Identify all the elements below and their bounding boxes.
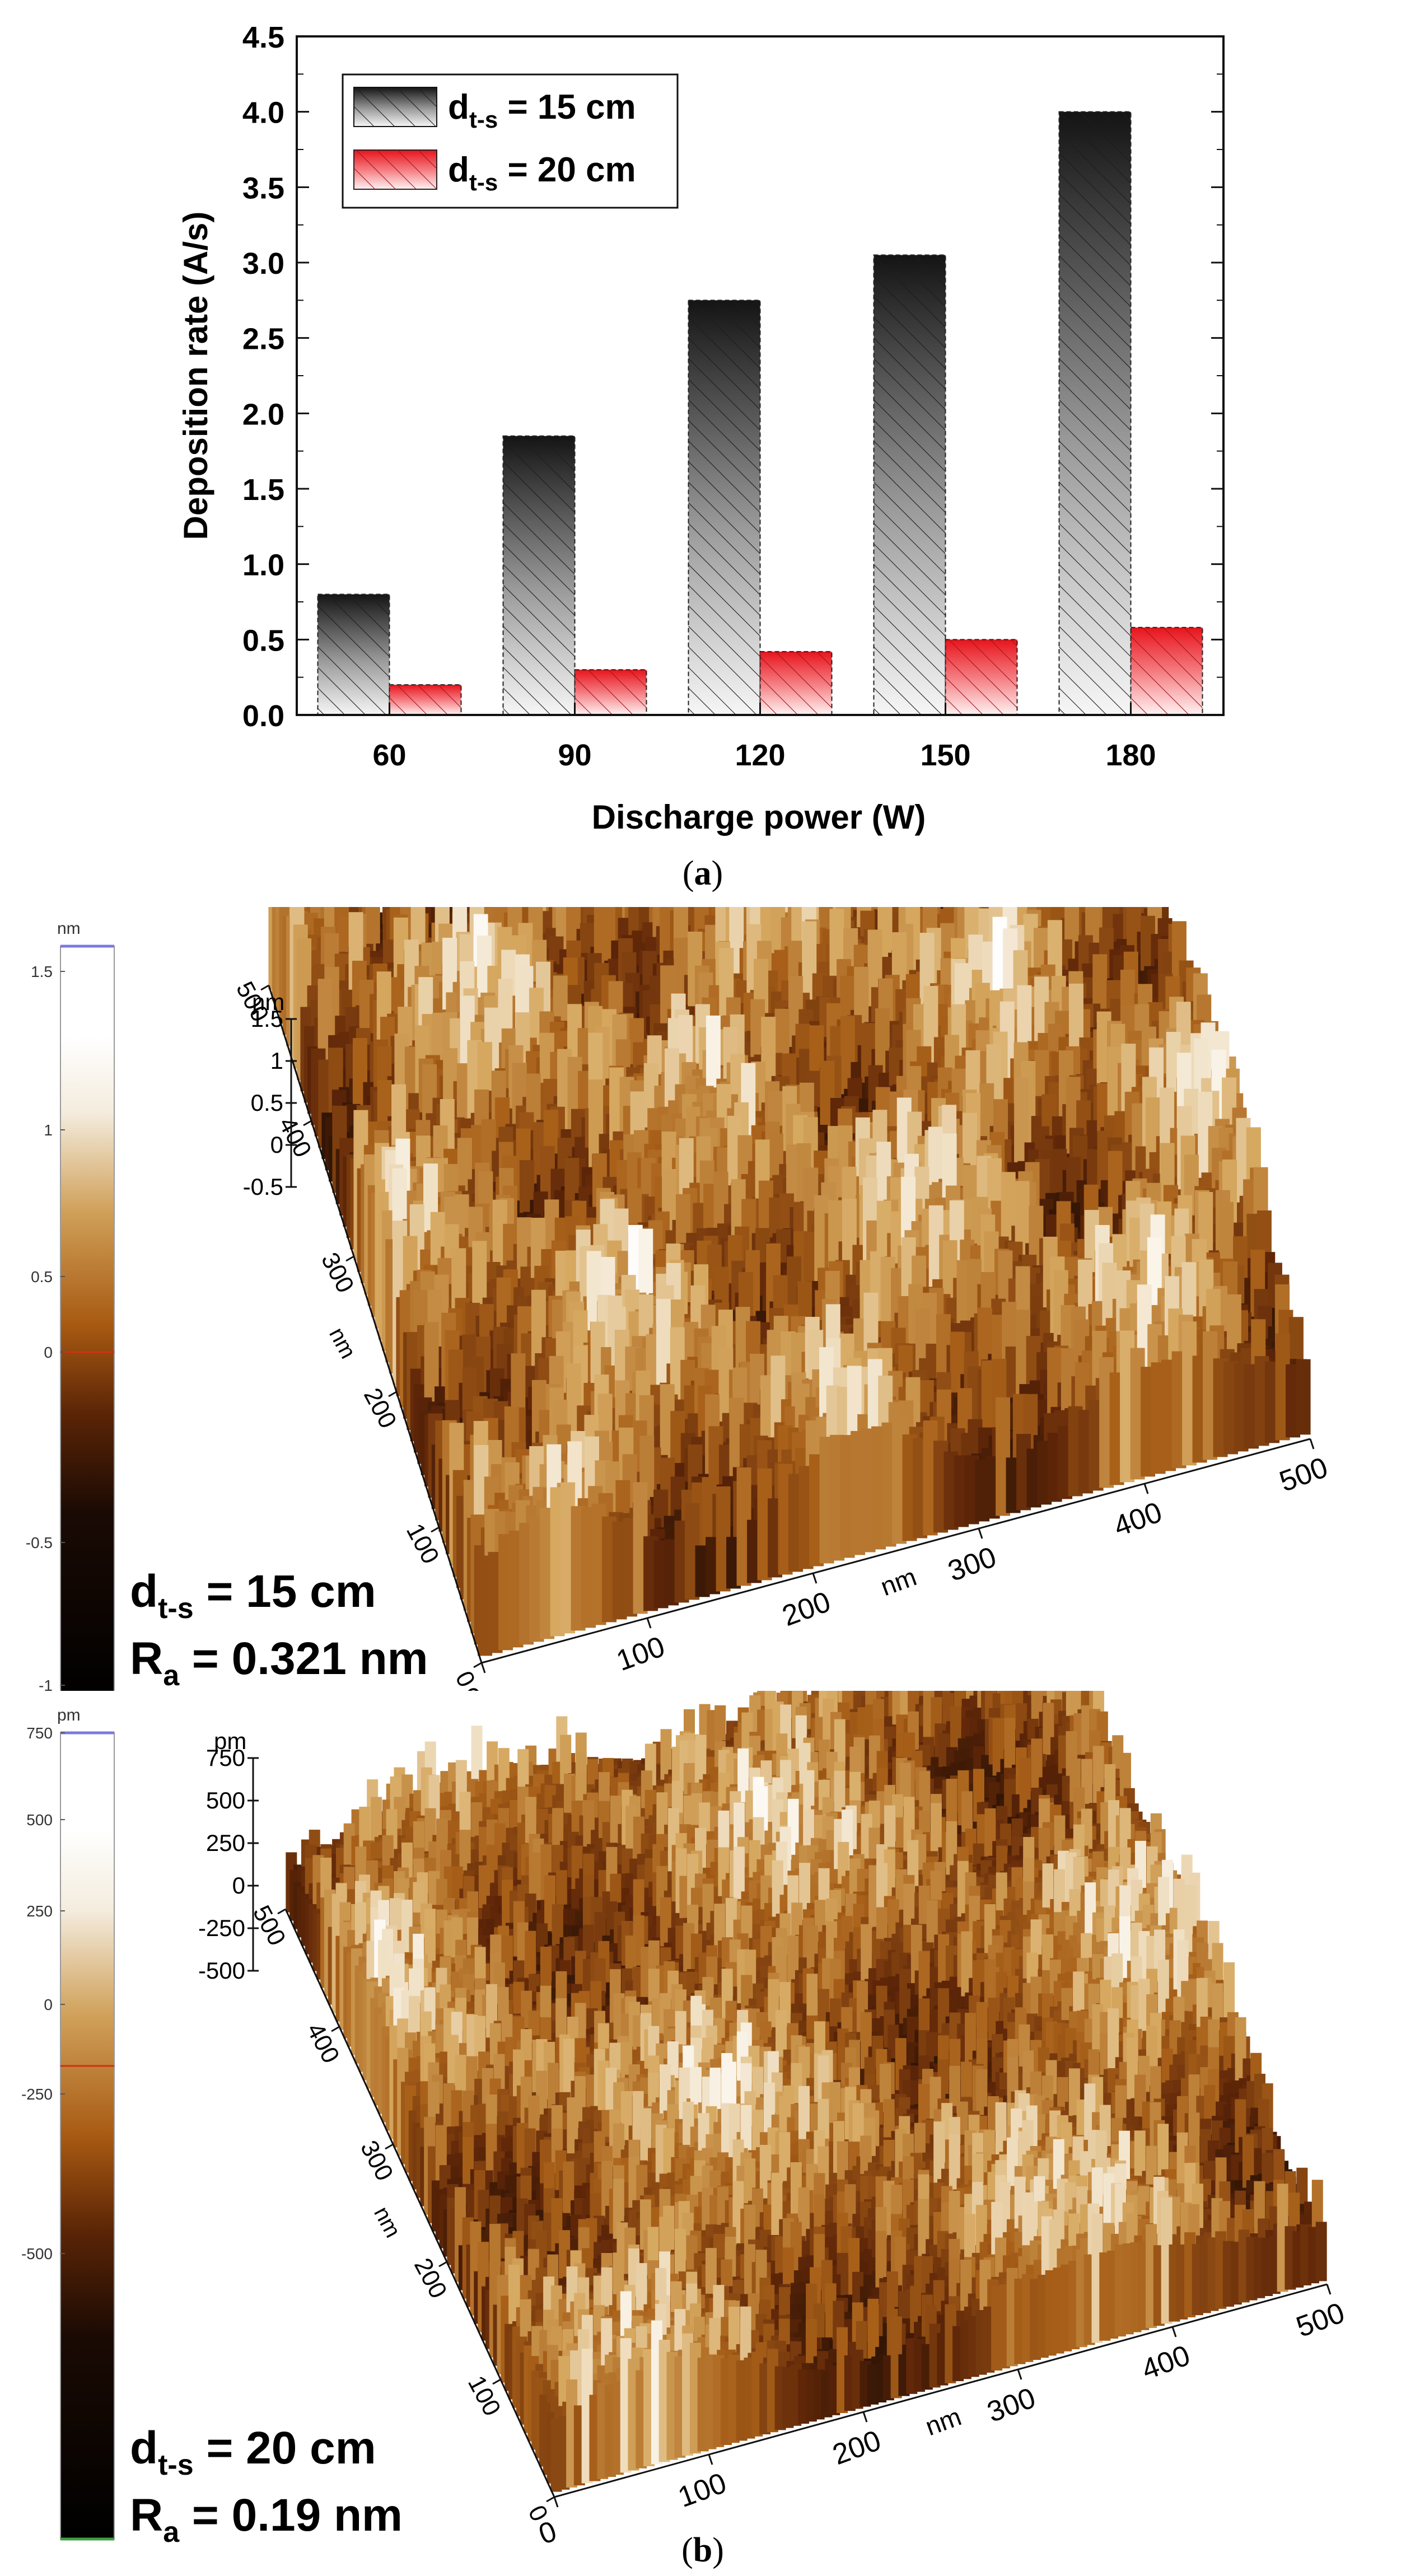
bar-hatch [946,639,1017,715]
scale-tick-label: 1.5 [31,963,53,980]
chart-legend: dt-s = 15 cm dt-s = 20 cm [343,74,678,208]
z-tick-label: -0.5 [243,1174,283,1200]
scale-unit: pm [57,1706,81,1724]
y-tick-label: 3.5 [242,171,284,205]
scale-tick-label: -1 [39,1677,53,1691]
y-tick [474,1663,482,1667]
y-axis-label: Deposition rate (A/s) [177,212,214,540]
scale-tick-label: 1 [44,1121,53,1139]
afm-3d-surface-20cm: pm7505002500-250-5000100200300400500nm01… [0,1691,1406,2573]
x-tick-label: 60 [372,738,406,772]
color-scale-bar [60,1733,114,2539]
x-tick [979,1528,982,1539]
z-tick-label: 1 [270,1048,283,1074]
bar-hatch [503,436,575,715]
x-tick-label: 200 [778,1586,835,1633]
x-tick-label: 300 [944,1541,1001,1588]
deposition-rate-chart: 0.0 0.5 1.0 1.5 2.0 2.5 3.0 3.5 4.0 4.5 60 90 120 15… [0,0,1406,907]
bar-hatch [390,685,461,715]
scale-tick-label: -500 [21,2245,53,2262]
scale-unit: nm [57,919,81,938]
z-tick-label: 0.5 [251,1090,283,1116]
x-tick-label: 100 [613,1630,669,1677]
z-tick-label: 0 [270,1132,283,1158]
x-tick [647,1618,651,1628]
x-tick [1145,1484,1148,1494]
y-tick-label: 1.5 [242,473,284,507]
bar-hatch [1131,628,1203,715]
y-tick-label: 3.0 [242,247,284,280]
roughness-label: Ra = 0.321 nm [130,1633,428,1691]
y-unit-label: nm [324,1324,361,1363]
y-tick-label: 0.5 [242,624,284,657]
x-unit-label: nm [877,1562,921,1602]
scale-tick-label: 500 [26,1811,53,1829]
distance-label: dt-s = 15 cm [130,1566,376,1625]
panel-a-bar-chart: 0.0 0.5 1.0 1.5 2.0 2.5 3.0 3.5 4.0 4.5 60 90 120 15… [0,0,1406,907]
color-scale-bar [60,946,114,1691]
y-tick-label: 0.0 [242,699,284,733]
x-tick-label: 500 [1276,1451,1332,1498]
x-tick-label: 90 [558,738,591,772]
bar-hatch [760,652,832,715]
bar-hatch [575,670,647,715]
y-tick-label: 4.5 [242,21,284,54]
z-tick-label: 1.5 [251,1006,283,1032]
x-tick-label: 120 [735,738,785,772]
x-tick-label: 150 [920,738,970,772]
y-tick-label: 4.0 [242,96,284,130]
x-axis-label: Discharge power (W) [592,798,926,836]
y-tick [303,1121,311,1125]
sample-annotation: dt-s = 15 cm Ra = 0.321 nm [130,1566,428,1691]
afm-image-15cm: nm1.510.50-0.5-10100200300400500nm010020… [0,907,1406,1691]
caption-a: (a) [683,854,723,892]
surface-cell [1296,1359,1311,1435]
scale-tick-label: -250 [21,2086,53,2103]
x-tick [813,1573,816,1583]
bar-hatch [874,255,946,715]
scale-tick-label: -0.5 [26,1534,53,1551]
x-tick [1310,1439,1314,1449]
y-tick-label: 1.0 [242,549,284,582]
scale-tick-label: 750 [26,1724,53,1742]
scale-tick-label: 250 [26,1902,53,1920]
y-tick-label: 2.0 [242,398,284,431]
scale-tick-label: 0.5 [31,1268,53,1285]
bar-hatch [318,595,390,715]
x-tick [482,1663,485,1673]
y-tick [346,1256,354,1261]
scale-tick-label: 0 [44,1344,53,1361]
x-tick-label: 180 [1105,738,1156,772]
x-tick-label: 400 [1110,1496,1166,1543]
bar-hatch [689,300,760,715]
afm-3d-surface-15cm: nm1.510.50-0.5-10100200300400500nm010020… [0,907,1406,1691]
y-tick-label: 2.5 [242,322,284,356]
scale-tick-label: 0 [44,1996,53,2013]
y-tick [431,1527,439,1532]
y-tick [389,1392,396,1396]
bar-hatch [1059,112,1131,715]
